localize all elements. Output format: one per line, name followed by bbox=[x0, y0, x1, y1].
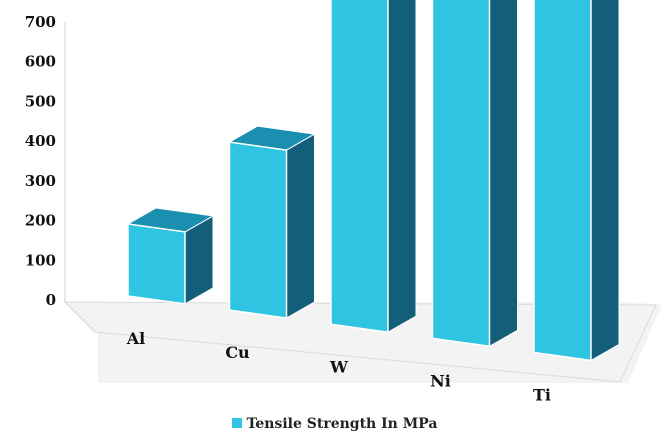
bar-side bbox=[286, 133, 315, 319]
legend-label: Tensile Strength In MPa bbox=[246, 416, 438, 432]
y-tick-label: 400 bbox=[25, 132, 56, 150]
floor-left-edge bbox=[64, 301, 96, 333]
y-tick-label: 500 bbox=[25, 92, 56, 110]
bar-side bbox=[489, 0, 518, 348]
legend-swatch bbox=[231, 418, 242, 428]
x-tick-label: Cu bbox=[225, 343, 250, 362]
y-tick-label: 600 bbox=[25, 53, 56, 71]
bar-side bbox=[590, 0, 620, 362]
y-tick-label: 300 bbox=[25, 172, 56, 190]
x-tick-label: Ti bbox=[533, 386, 551, 405]
y-tick-label: 0 bbox=[46, 291, 56, 309]
bar bbox=[330, 0, 389, 334]
x-tick-label: Ni bbox=[430, 371, 451, 390]
bar bbox=[228, 141, 288, 319]
legend: Tensile Strength In MPa bbox=[0, 416, 669, 438]
bar bbox=[431, 0, 491, 348]
x-tick-label: Al bbox=[126, 329, 146, 348]
bar-side bbox=[387, 0, 417, 334]
y-tick-label: 100 bbox=[25, 251, 56, 269]
y-tick-label: 200 bbox=[25, 212, 56, 230]
bar bbox=[533, 0, 592, 362]
x-tick-label: W bbox=[329, 357, 349, 376]
y-tick-label: 700 bbox=[25, 13, 56, 31]
bar bbox=[127, 223, 186, 305]
